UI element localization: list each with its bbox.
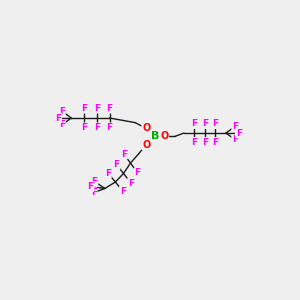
Text: F: F — [191, 138, 197, 147]
Text: F: F — [232, 135, 238, 144]
Text: F: F — [236, 128, 242, 137]
Text: B: B — [151, 131, 159, 142]
Text: O: O — [142, 123, 150, 134]
Text: F: F — [106, 104, 112, 113]
Text: F: F — [105, 169, 111, 178]
Text: F: F — [202, 119, 208, 128]
Text: F: F — [92, 177, 98, 186]
Text: F: F — [94, 104, 100, 113]
Text: F: F — [202, 138, 208, 147]
Text: F: F — [232, 122, 238, 131]
Text: F: F — [81, 104, 87, 113]
Text: F: F — [191, 119, 197, 128]
Text: F: F — [120, 187, 126, 196]
Text: O: O — [142, 140, 150, 150]
Text: F: F — [106, 123, 112, 132]
Text: F: F — [59, 120, 65, 129]
Text: F: F — [59, 106, 65, 116]
Text: F: F — [91, 188, 97, 197]
Text: F: F — [128, 178, 134, 188]
Text: F: F — [212, 119, 218, 128]
Text: F: F — [134, 168, 140, 177]
Text: F: F — [94, 123, 100, 132]
Text: F: F — [113, 160, 120, 169]
Text: O: O — [160, 131, 168, 142]
Text: F: F — [212, 138, 218, 147]
Text: F: F — [87, 182, 94, 191]
Text: F: F — [81, 123, 87, 132]
Text: F: F — [121, 150, 127, 159]
Text: F: F — [55, 113, 61, 122]
